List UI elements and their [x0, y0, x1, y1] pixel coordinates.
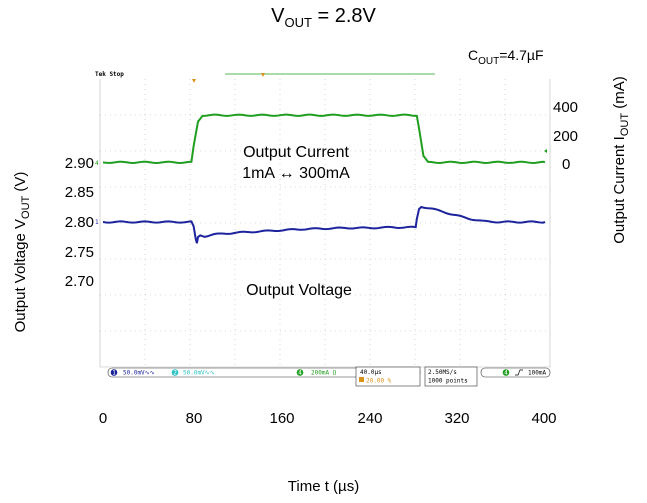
y-axis-right-label: Output Current IOUT (mA)	[611, 76, 631, 244]
ch1-scale: 50.0mV∿∿	[123, 370, 155, 377]
y-left-tick-label: 2.70	[64, 273, 94, 290]
trigger-channel-badge: 4	[504, 370, 508, 377]
trigger-level: 100mA	[528, 370, 546, 377]
scope-screen: Tek Stop 4 1 1 50.0mV∿∿ 2 50.0mV∿∿ 4 200…	[95, 71, 551, 387]
ch2-badge: 2	[173, 370, 177, 377]
scope-grid	[99, 79, 551, 368]
x-tick-label: 240	[357, 410, 383, 427]
y-right-tick-label: 400	[553, 99, 579, 116]
output-current-trace	[102, 113, 546, 164]
ch4-scale: 200mA Ω	[311, 370, 337, 377]
y-axis-left-label: Output Voltage VOUT (V)	[12, 171, 32, 333]
x-tick-label: 160	[269, 410, 295, 427]
trigger-position-marker	[192, 79, 196, 83]
ch4-ground-marker: 4	[95, 160, 99, 167]
trigger-expand-marker	[261, 73, 265, 77]
scope-stop-label: Tek Stop	[95, 71, 124, 78]
trigger-level-marker	[544, 149, 547, 153]
x-tick-label: 400	[531, 410, 557, 427]
current-annotation: Output Current 1mA ↔ 300mA	[211, 142, 381, 184]
y-left-tick-label: 2.85	[64, 184, 94, 201]
x-tick-label: 320	[444, 410, 470, 427]
scope-status-bar: 1 50.0mV∿∿ 2 50.0mV∿∿ 4 200mA Ω 40.0µs 2…	[107, 366, 551, 387]
ch4-badge: 4	[298, 370, 302, 377]
y-left-tick-label: 2.75	[64, 244, 94, 261]
current-annotation-line1: Output Current	[243, 144, 349, 161]
ch1-ground-marker: 1	[95, 219, 99, 226]
x-tick-label: 0	[98, 410, 108, 427]
sample-rate: 2.50MS/s	[428, 369, 457, 376]
x-tick-label: 80	[185, 410, 203, 427]
chart-title: VOUT = 2.8V	[271, 5, 376, 30]
y-left-tick-label: 2.80	[64, 214, 94, 231]
current-annotation-line2: 1mA ↔ 300mA	[242, 165, 350, 182]
voltage-annotation: Output Voltage	[246, 282, 352, 299]
x-axis-label: Time t (µs)	[287, 478, 360, 495]
y-right-tick-label: 0	[562, 156, 571, 173]
y-left-tick-label: 2.90	[64, 155, 94, 172]
trigger-position: 20.00 %	[366, 378, 392, 385]
ch1-badge: 1	[112, 370, 116, 377]
record-length: 1000 points	[428, 378, 468, 385]
ch2-scale: 50.0mV∿∿	[183, 370, 215, 377]
cout-label: COUT=4.7µF	[468, 47, 544, 67]
timebase: 40.0µs	[360, 369, 382, 376]
output-voltage-trace	[102, 205, 546, 244]
y-right-tick-label: 200	[553, 128, 579, 145]
